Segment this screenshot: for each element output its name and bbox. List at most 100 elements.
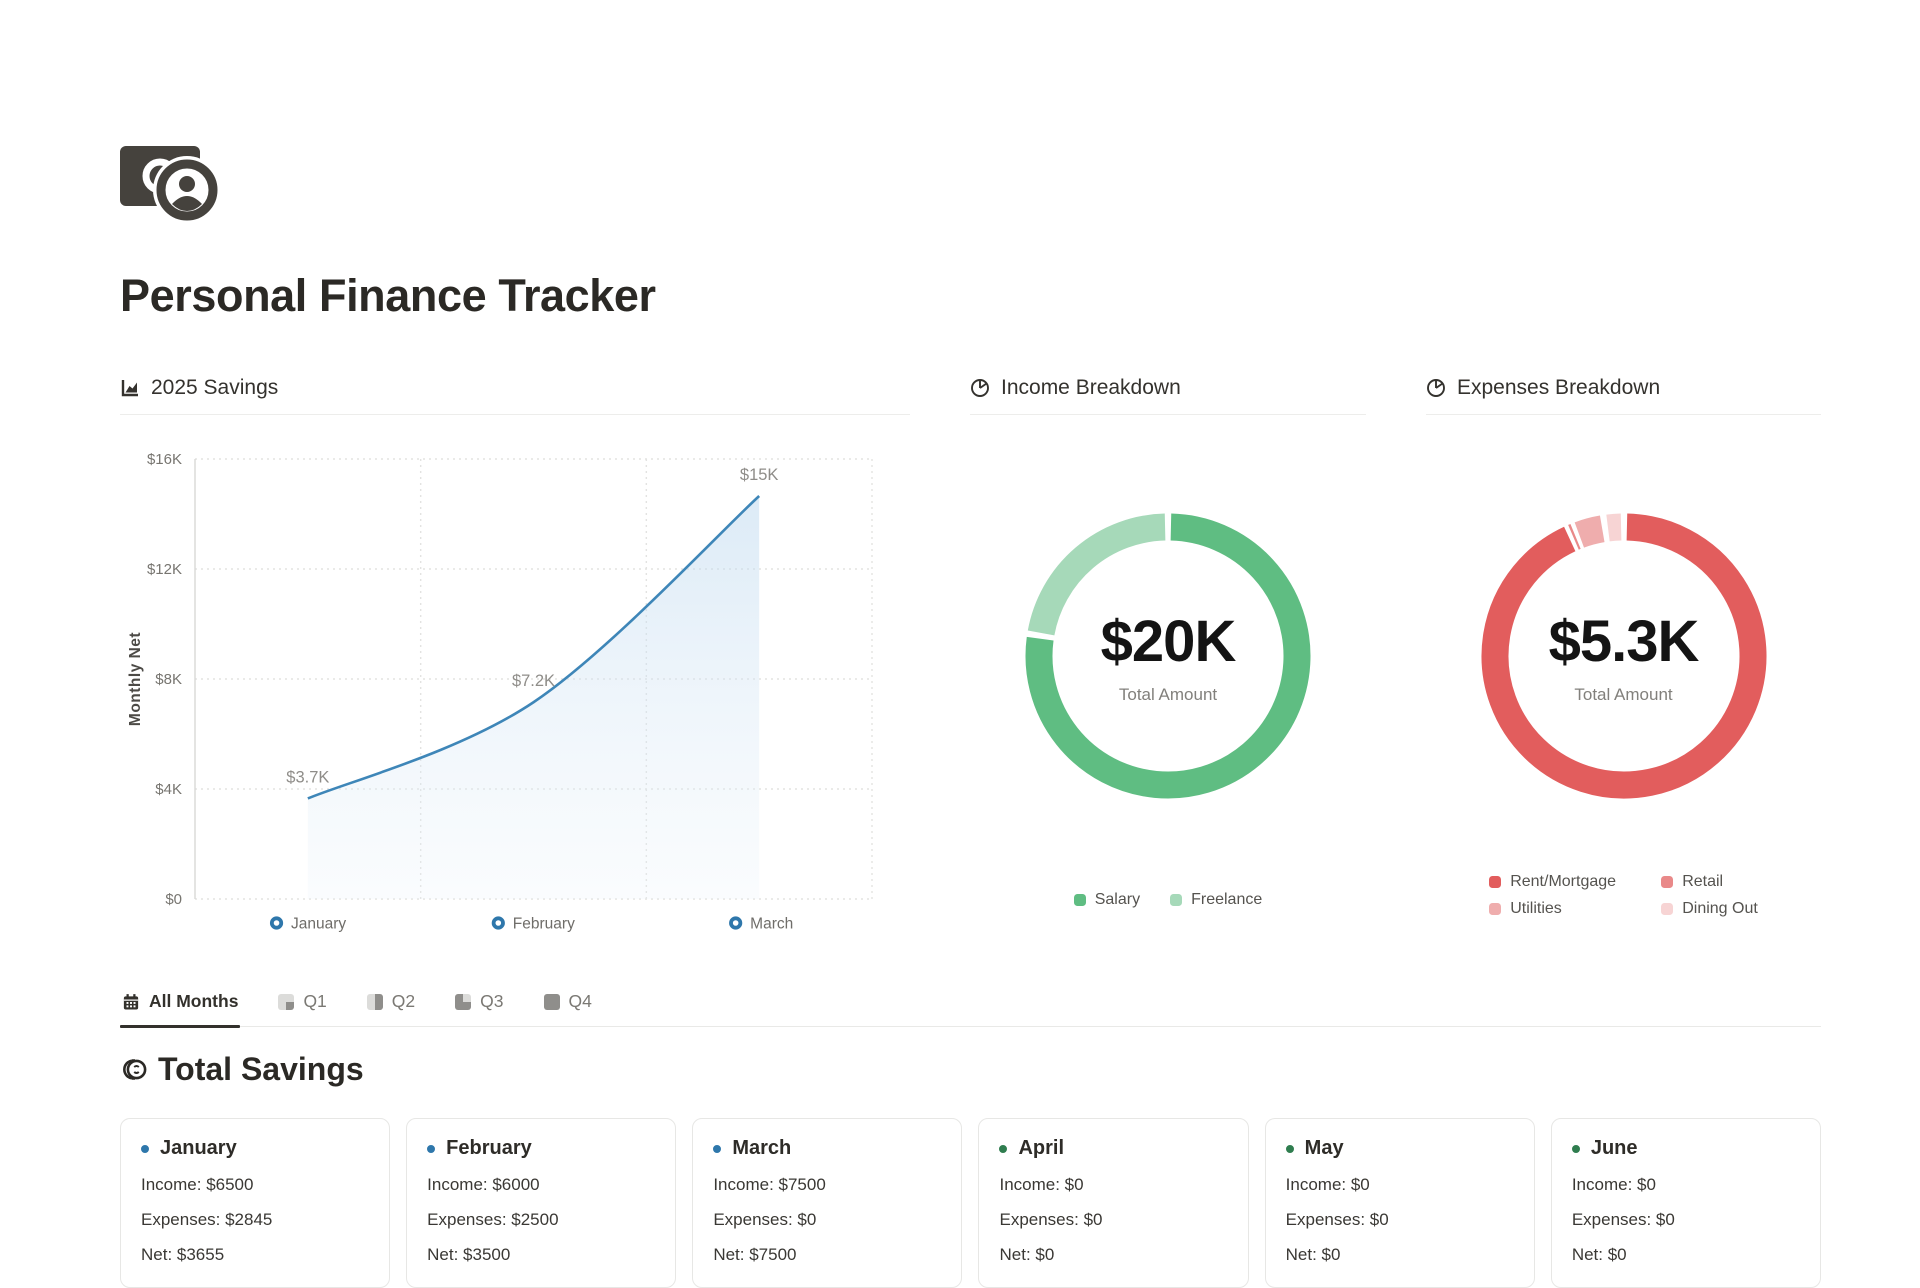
- expenses-legend: Rent/Mortgage Retail Utilities Dining Ou…: [1489, 873, 1758, 918]
- month-dot-icon: [1285, 1144, 1294, 1153]
- pie-chart-icon: [970, 378, 990, 398]
- card-month: June: [1590, 1137, 1638, 1159]
- svg-text:January: January: [291, 916, 346, 933]
- legend-swatch-icon: [1661, 876, 1674, 888]
- legend-label: Utilities: [1510, 900, 1562, 917]
- tab-label: Q2: [391, 991, 416, 1011]
- tab-label: All Months: [149, 991, 239, 1011]
- card-expenses: Expenses: $2500: [427, 1210, 559, 1229]
- card-net: Net: $0: [1571, 1245, 1627, 1264]
- quarter-2-icon: [366, 993, 383, 1010]
- month-card-february[interactable]: February Income: $6000 Expenses: $2500 N…: [406, 1118, 677, 1288]
- legend-label: Rent/Mortgage: [1510, 873, 1617, 890]
- svg-text:$16K: $16K: [147, 451, 182, 468]
- card-net: Net: $7500: [713, 1245, 797, 1264]
- card-month: May: [1304, 1137, 1344, 1159]
- card-expenses: Expenses: $0: [1285, 1210, 1389, 1229]
- month-card-june[interactable]: June Income: $0 Expenses: $0 Net: $0: [1550, 1118, 1821, 1288]
- card-net: Net: $0: [999, 1245, 1055, 1264]
- tab-all-months[interactable]: All Months: [120, 989, 241, 1028]
- income-section-header: Income Breakdown: [970, 376, 1366, 415]
- tab-q1[interactable]: Q1: [276, 989, 328, 1026]
- legend-item: Salary: [1073, 891, 1141, 909]
- svg-text:$15K: $15K: [740, 466, 779, 484]
- savings-section: 2025 Savings $0 $4K $8K $12K $16K Monthly Net…: [120, 376, 910, 959]
- page-title: Personal Finance Tracker: [120, 270, 656, 321]
- card-title: April: [999, 1137, 1227, 1160]
- month-card-january[interactable]: January Income: $6500 Expenses: $2845 Ne…: [120, 1118, 391, 1288]
- savings-section-header: 2025 Savings: [120, 376, 910, 415]
- total-savings-header: Total Savings: [120, 1051, 1821, 1088]
- card-title: January: [141, 1137, 369, 1160]
- month-card-april[interactable]: April Income: $0 Expenses: $0 Net: $0: [978, 1118, 1249, 1288]
- card-month: March: [732, 1137, 792, 1159]
- month-dot-icon: [141, 1144, 149, 1153]
- legend-label: Salary: [1094, 891, 1141, 908]
- expenses-section: Expenses Breakdown $5.3K Total Amount Re…: [1426, 376, 1821, 918]
- month-cards-grid: January Income: $6500 Expenses: $2845 Ne…: [120, 1118, 1821, 1288]
- savings-line-chart: $0 $4K $8K $12K $16K Monthly Net $3.7K $7.2K $15…: [120, 437, 910, 959]
- total-savings-title: Total Savings: [158, 1051, 364, 1087]
- expenses-section-header: Expenses Breakdown: [1426, 376, 1821, 415]
- card-expenses: Expenses: $0: [999, 1210, 1103, 1229]
- svg-text:$3.7K: $3.7K: [286, 768, 329, 786]
- card-net: Net: $3655: [141, 1245, 225, 1264]
- card-net: Net: $0: [1285, 1245, 1341, 1264]
- legend-item: Rent/Mortgage: [1489, 873, 1661, 891]
- card-title: May: [1285, 1137, 1514, 1160]
- quarter-1-icon: [278, 993, 295, 1010]
- month-card-may[interactable]: May Income: $0 Expenses: $0 Net: $0: [1264, 1118, 1535, 1288]
- legend-swatch-icon: [1489, 903, 1502, 915]
- tab-q3[interactable]: Q3: [453, 989, 505, 1026]
- svg-text:February: February: [513, 916, 575, 933]
- card-title: March: [713, 1137, 941, 1160]
- card-income: Income: $0: [1285, 1175, 1370, 1194]
- tab-label: Q3: [480, 991, 504, 1011]
- calendar-icon: [123, 993, 139, 1009]
- money-banknote-icon: [120, 146, 220, 224]
- card-month: February: [446, 1137, 532, 1159]
- pie-chart-icon: [1426, 378, 1446, 398]
- quarter-tabs: All Months Q1 Q2 Q3 Q4: [120, 989, 1821, 1028]
- legend-swatch-icon: [1489, 876, 1502, 888]
- card-income: Income: $0: [1571, 1175, 1656, 1194]
- svg-text:$8K: $8K: [155, 671, 182, 688]
- area-chart-icon: [120, 378, 140, 398]
- expenses-donut: $5.3K Total Amount: [1479, 511, 1769, 801]
- card-title: February: [427, 1137, 655, 1160]
- card-net: Net: $3500: [427, 1245, 511, 1264]
- legend-item: Dining Out: [1661, 900, 1758, 918]
- tab-q2[interactable]: Q2: [365, 989, 417, 1026]
- card-title: June: [1571, 1137, 1800, 1160]
- tab-label: Q4: [568, 991, 592, 1011]
- donut-svg: [1481, 513, 1766, 799]
- legend-item: Utilities: [1489, 900, 1661, 918]
- card-income: Income: $6000: [427, 1175, 540, 1194]
- card-expenses: Expenses: $2845: [141, 1210, 273, 1229]
- line-chart-svg: $0 $4K $8K $12K $16K Monthly Net $3.7K $7.2K $15…: [127, 451, 873, 933]
- card-expenses: Expenses: $0: [1571, 1210, 1675, 1229]
- savings-section-title: 2025 Savings: [151, 376, 279, 399]
- card-income: Income: $0: [999, 1175, 1084, 1194]
- svg-text:$12K: $12K: [147, 561, 182, 578]
- tab-label: Q1: [303, 991, 327, 1011]
- expenses-section-title: Expenses Breakdown: [1457, 376, 1661, 399]
- charts-grid: 2025 Savings $0 $4K $8K $12K $16K Monthly Net…: [120, 376, 1821, 959]
- month-dot-icon: [1571, 1144, 1580, 1153]
- tab-q4[interactable]: Q4: [542, 989, 594, 1026]
- income-donut: $20K Total Amount: [1023, 511, 1313, 801]
- donut-svg: [1025, 513, 1311, 799]
- month-dot-icon: [713, 1144, 722, 1153]
- legend-label: Retail: [1682, 873, 1724, 890]
- card-expenses: Expenses: $0: [713, 1210, 817, 1229]
- svg-text:$7.2K: $7.2K: [512, 672, 555, 690]
- month-card-march[interactable]: March Income: $7500 Expenses: $0 Net: $7…: [692, 1118, 963, 1288]
- svg-text:March: March: [750, 916, 793, 933]
- legend-item: Retail: [1661, 873, 1758, 891]
- legend-swatch-icon: [1661, 903, 1674, 915]
- legend-label: Dining Out: [1682, 900, 1758, 917]
- legend-swatch-icon: [1170, 894, 1183, 906]
- svg-text:$4K: $4K: [155, 781, 182, 798]
- svg-text:Monthly Net: Monthly Net: [127, 632, 144, 726]
